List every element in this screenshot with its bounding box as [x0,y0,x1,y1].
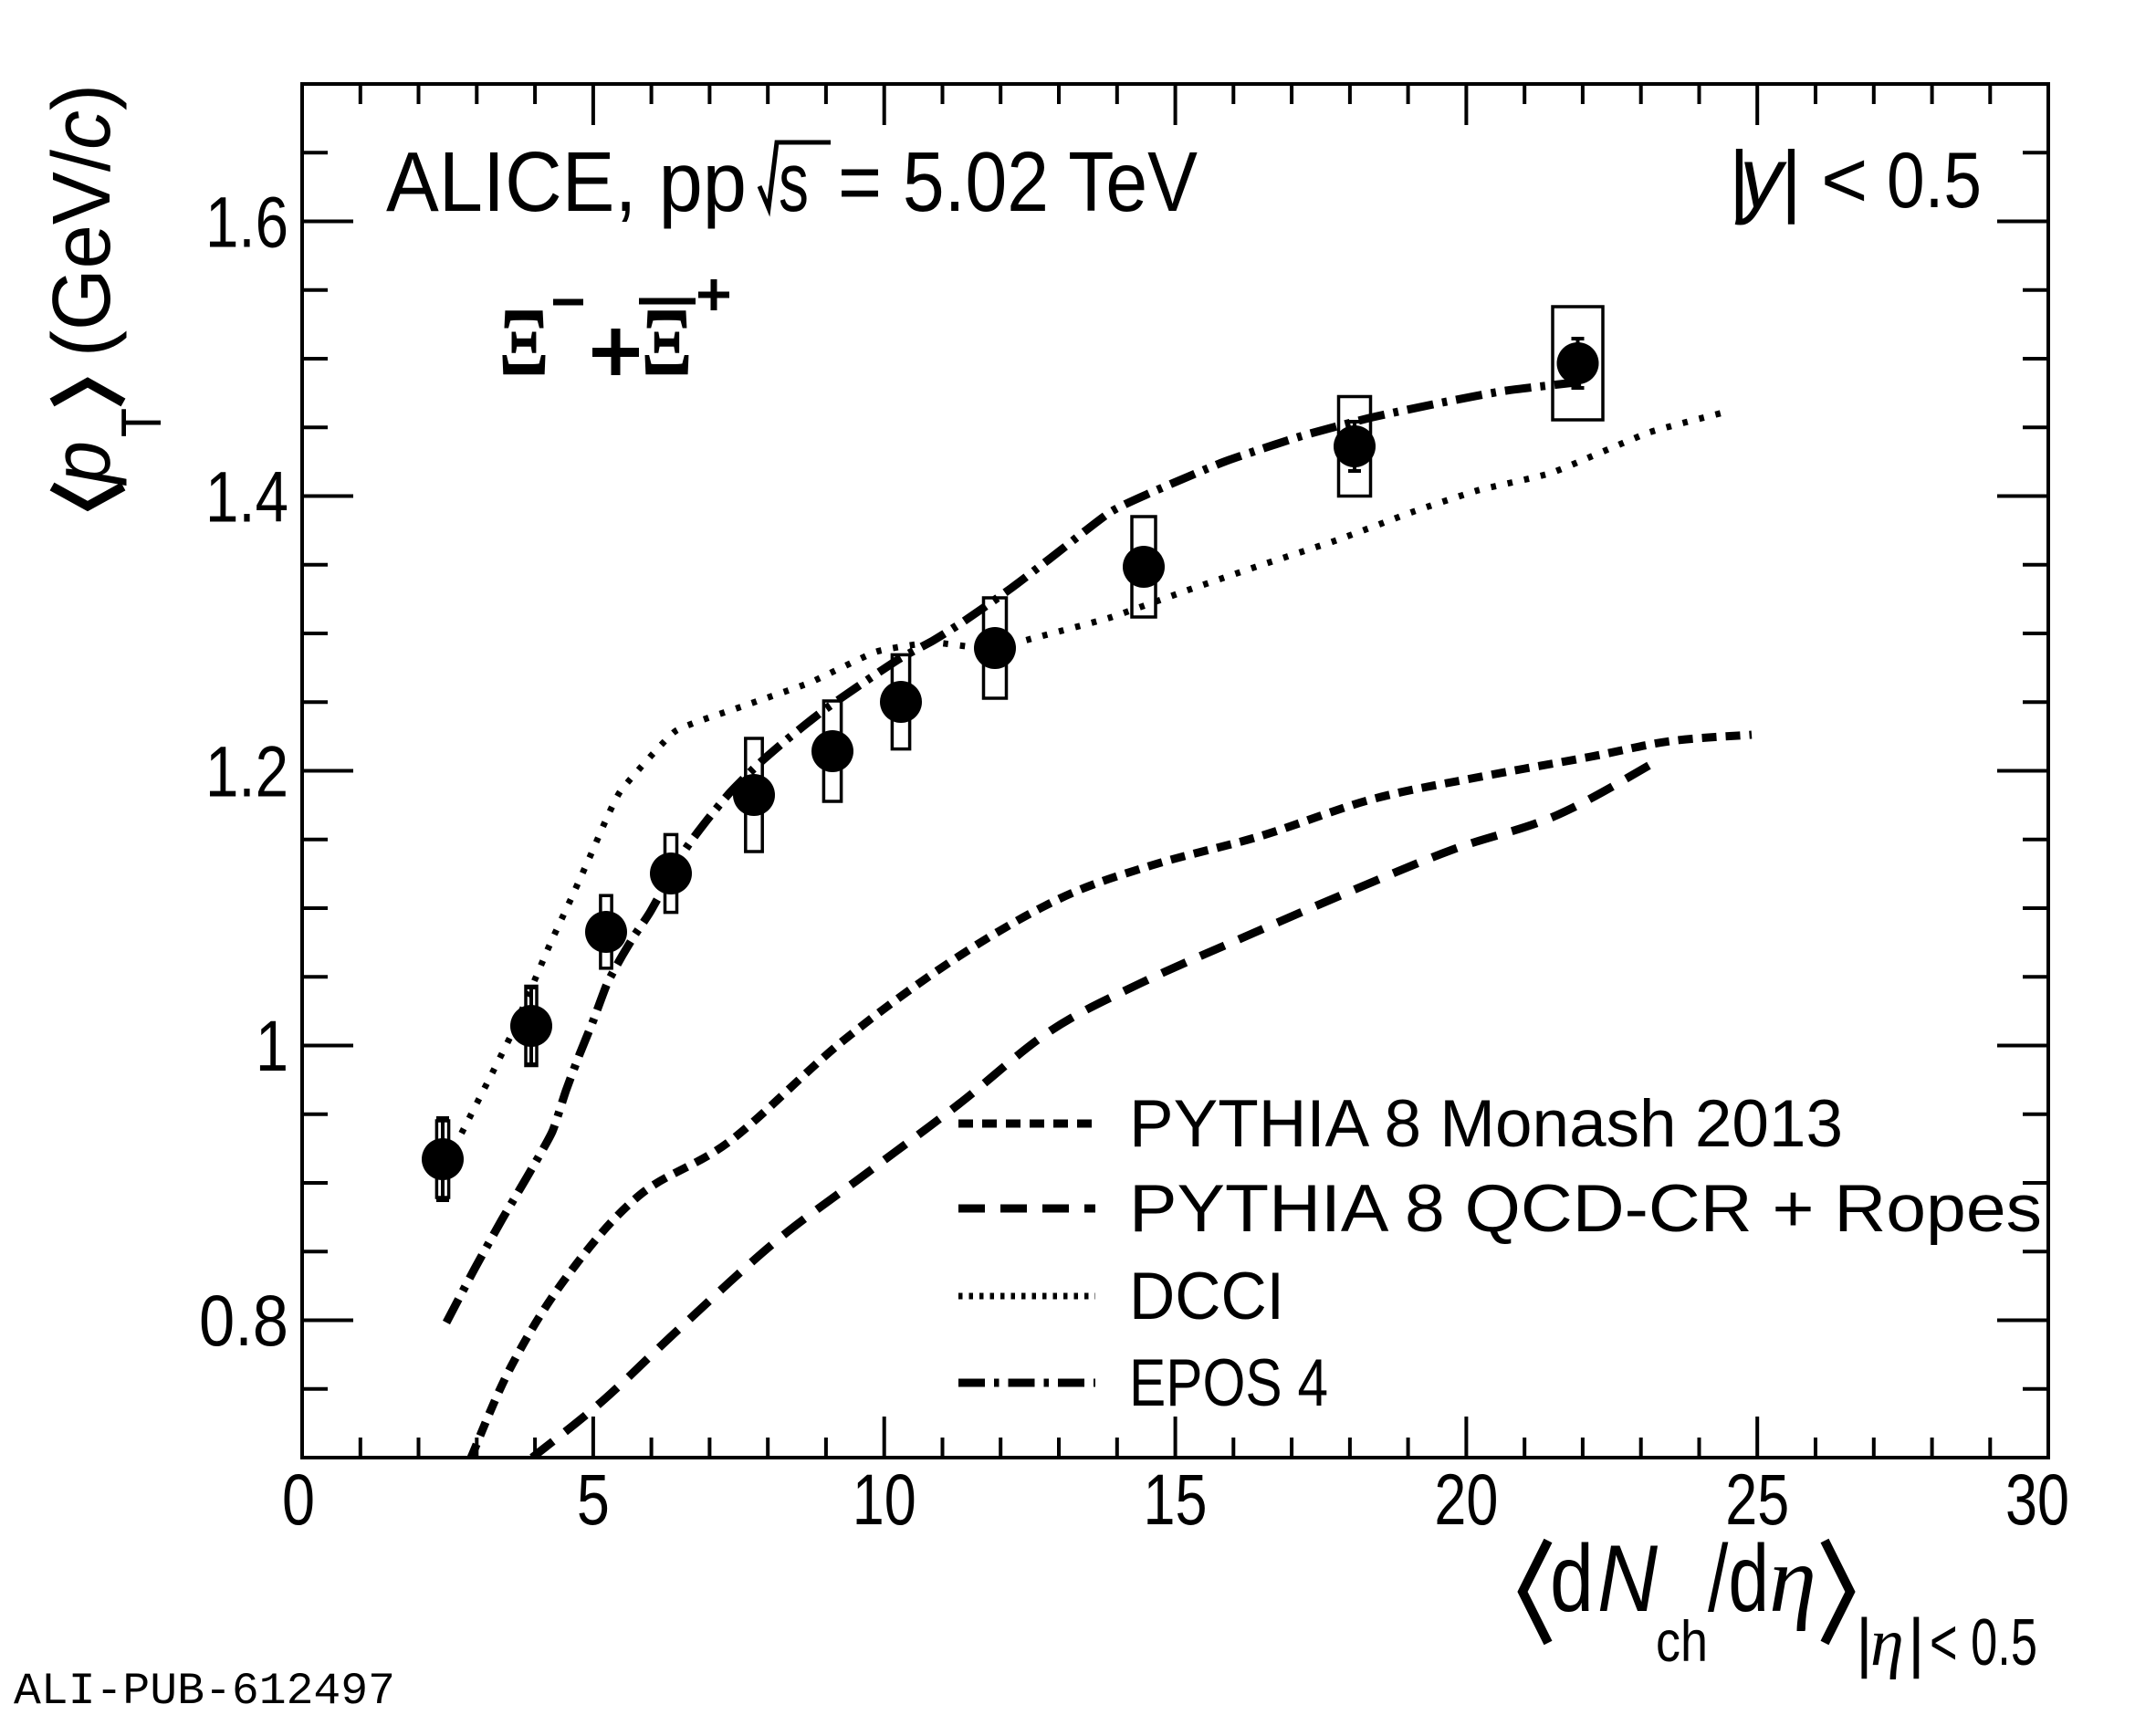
svg-text:ALI-PUB-612497: ALI-PUB-612497 [14,1666,395,1715]
svg-text:PYTHIA 8 Monash 2013: PYTHIA 8 Monash 2013 [1129,1087,1843,1161]
svg-text:η: η [1870,1605,1904,1680]
svg-text:DCCI: DCCI [1129,1260,1284,1333]
svg-text:30: 30 [2005,1459,2069,1540]
svg-text:25: 25 [1725,1459,1789,1540]
svg-text:0.8: 0.8 [199,1280,288,1361]
svg-text:EPOS 4: EPOS 4 [1129,1346,1328,1420]
svg-text:T: T [110,408,173,437]
svg-text:< 0.5: < 0.5 [1930,1606,2037,1679]
svg-text:): ) [37,84,128,110]
svg-text:y: y [1734,130,1787,225]
svg-text:20: 20 [1434,1459,1498,1540]
svg-text:|: | [1729,134,1750,225]
svg-text:ch: ch [1656,1610,1708,1674]
svg-text:<: < [1821,134,1868,225]
svg-text:15: 15 [1144,1459,1208,1540]
svg-text:Ξ: Ξ [642,290,692,394]
svg-text:|: | [1781,134,1802,225]
svg-text:0: 0 [282,1459,315,1540]
svg-text:|: | [1908,1606,1925,1679]
svg-text:Ξ: Ξ [499,290,549,394]
svg-text:/d: /d [1708,1526,1769,1632]
svg-text:PYTHIA 8 QCD-CR + Ropes: PYTHIA 8 QCD-CR + Ropes [1129,1172,2042,1246]
svg-text:s: s [779,134,809,229]
svg-text:c: c [37,110,128,150]
svg-text:10: 10 [853,1459,916,1540]
svg-text:5: 5 [577,1459,610,1540]
svg-text:= 5.02 TeV: = 5.02 TeV [838,134,1198,229]
svg-text:0.5: 0.5 [1887,137,1982,225]
svg-text:1.2: 1.2 [205,730,288,811]
svg-text:ALICE, pp: ALICE, pp [386,134,747,229]
svg-text:|: | [1856,1606,1873,1679]
svg-text:p: p [37,441,128,486]
svg-text:η: η [1769,1527,1816,1632]
svg-text:(GeV/: (GeV/ [37,150,128,357]
svg-text:1.6: 1.6 [205,182,288,263]
svg-text:1: 1 [256,1005,288,1086]
svg-text:N: N [1597,1526,1659,1632]
svg-text:1.4: 1.4 [205,456,288,538]
svg-text:d: d [1550,1526,1594,1632]
